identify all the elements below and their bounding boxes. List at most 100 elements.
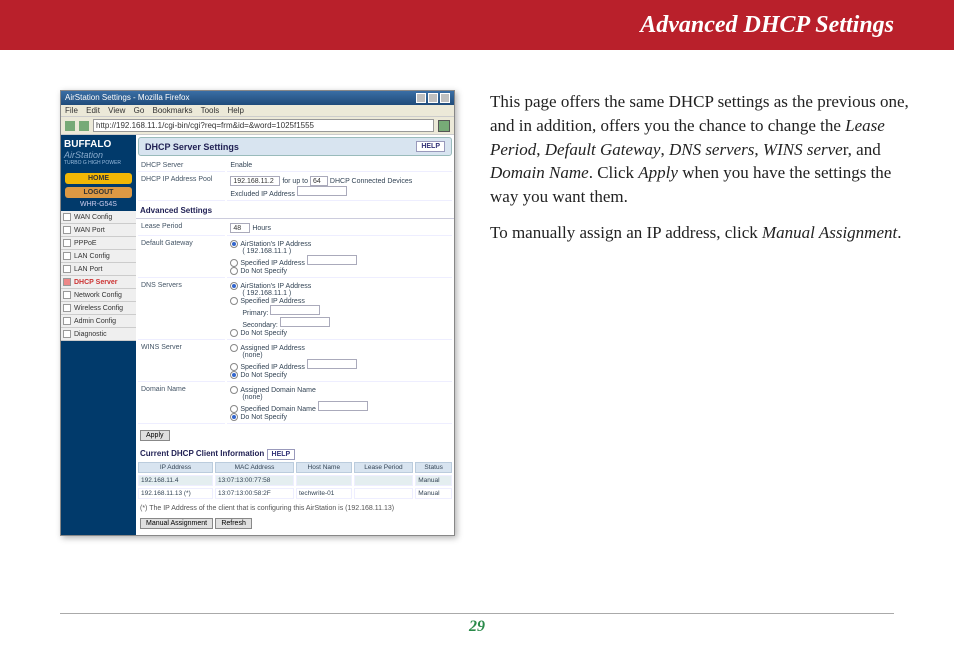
menu-file[interactable]: File <box>65 106 78 115</box>
table-row: 192.168.11.13 (*) 13:07:13:00:58:2F tech… <box>138 488 452 499</box>
maximize-icon[interactable] <box>428 93 438 103</box>
panel-title-text: DHCP Server Settings <box>145 142 239 152</box>
window-titlebar: AirStation Settings - Mozilla Firefox <box>61 91 454 105</box>
back-icon[interactable] <box>65 121 75 131</box>
gw-radio-none[interactable] <box>230 267 238 275</box>
page-title: Advanced DHCP Settings <box>640 12 894 39</box>
clients-buttons: Manual Assignment Refresh <box>136 516 454 535</box>
address-bar: http://192.168.11.1/cgi-bin/cgi?req=frm&… <box>61 116 454 135</box>
browser-window: AirStation Settings - Mozilla Firefox Fi… <box>60 90 455 536</box>
content: AirStation Settings - Mozilla Firefox Fi… <box>0 50 954 536</box>
sidebar-item-diag[interactable]: Diagnostic <box>61 328 136 341</box>
footer: 29 <box>60 613 894 636</box>
domain-radio-assigned[interactable] <box>230 386 238 394</box>
menu-tools[interactable]: Tools <box>201 106 220 115</box>
table-row: 192.168.11.4 13:07:13:00:77:58 Manual <box>138 475 452 486</box>
sidebar-item-lanport[interactable]: LAN Port <box>61 263 136 276</box>
window-title: AirStation Settings - Mozilla Firefox <box>65 93 190 103</box>
col-ip: IP Address <box>138 462 213 473</box>
pool-ip-input[interactable]: 192.168.11.2 <box>230 176 280 186</box>
clients-table: IP Address MAC Address Host Name Lease P… <box>136 460 454 501</box>
lease-label: Lease Period <box>138 221 225 236</box>
wins-radio-none[interactable] <box>230 371 238 379</box>
wins-ip-input[interactable] <box>307 359 357 369</box>
main-panel: DHCP Server Settings HELP DHCP Server En… <box>136 135 454 535</box>
reload-icon[interactable] <box>79 121 89 131</box>
body-text: This page offers the same DHCP settings … <box>490 90 914 536</box>
brand-name: BUFFALO <box>64 139 133 150</box>
menu-go[interactable]: Go <box>134 106 145 115</box>
wins-radio-specified[interactable] <box>230 363 238 371</box>
sidebar-item-wan[interactable]: WAN Config <box>61 211 136 224</box>
menu-view[interactable]: View <box>108 106 125 115</box>
sidebar-item-dhcp[interactable]: DHCP Server <box>61 276 136 289</box>
nav-box: WAN Config WAN Port PPPoE LAN Config LAN… <box>61 211 136 341</box>
gw-radio-airstation[interactable] <box>230 240 238 248</box>
config-table: DHCP Server Enable DHCP IP Address Pool … <box>136 158 454 203</box>
sidebar-item-network[interactable]: Network Config <box>61 289 136 302</box>
sidebar-item-wanport[interactable]: WAN Port <box>61 224 136 237</box>
sidebar-item-wireless[interactable]: Wireless Config <box>61 302 136 315</box>
dns-radio-none[interactable] <box>230 329 238 337</box>
pool-value: 192.168.11.2 for up to 64 DHCP Connected… <box>227 174 452 201</box>
brand-product: AirStation <box>64 150 133 160</box>
url-input[interactable]: http://192.168.11.1/cgi-bin/cgi?req=frm&… <box>93 119 434 132</box>
dns-label: DNS Servers <box>138 280 225 340</box>
dns-secondary-input[interactable] <box>280 317 330 327</box>
panel-title: DHCP Server Settings HELP <box>138 137 452 156</box>
refresh-button[interactable]: Refresh <box>215 518 252 529</box>
domain-label: Domain Name <box>138 384 225 424</box>
pool-count-input[interactable]: 64 <box>310 176 328 186</box>
page-body: BUFFALO AirStation TURBO G HIGH POWER HO… <box>61 135 454 535</box>
gateway-label: Default Gateway <box>138 238 225 278</box>
brand: BUFFALO AirStation TURBO G HIGH POWER <box>61 135 136 170</box>
paragraph-1: This page offers the same DHCP settings … <box>490 90 914 209</box>
window-controls <box>416 93 450 103</box>
model-label: WHR-G54S <box>61 201 136 208</box>
menu-help[interactable]: Help <box>228 106 244 115</box>
dhcp-server-value: Enable <box>227 160 452 172</box>
menu-bar: File Edit View Go Bookmarks Tools Help <box>61 105 454 116</box>
manual-assignment-button[interactable]: Manual Assignment <box>140 518 213 529</box>
menu-bookmarks[interactable]: Bookmarks <box>153 106 193 115</box>
sidebar: BUFFALO AirStation TURBO G HIGH POWER HO… <box>61 135 136 535</box>
screenshot-column: AirStation Settings - Mozilla Firefox Fi… <box>60 90 460 536</box>
close-icon[interactable] <box>440 93 450 103</box>
minimize-icon[interactable] <box>416 93 426 103</box>
brand-tag: TURBO G HIGH POWER <box>64 160 133 166</box>
advanced-header: Advanced Settings <box>136 203 454 219</box>
home-button[interactable]: HOME <box>65 173 132 184</box>
help-button[interactable]: HELP <box>416 141 445 152</box>
col-status: Status <box>415 462 452 473</box>
advanced-table: Lease Period 48 Hours Default Gateway Ai… <box>136 219 454 426</box>
menu-edit[interactable]: Edit <box>86 106 100 115</box>
paragraph-2: To manually assign an IP address, click … <box>490 221 914 245</box>
header-bar: Advanced DHCP Settings <box>0 0 954 50</box>
lease-input[interactable]: 48 <box>230 223 250 233</box>
col-host: Host Name <box>296 462 352 473</box>
domain-input[interactable] <box>318 401 368 411</box>
dhcp-server-label: DHCP Server <box>138 160 225 172</box>
dns-primary-input[interactable] <box>270 305 320 315</box>
clients-help-button[interactable]: HELP <box>267 449 296 460</box>
excluded-input[interactable] <box>297 186 347 196</box>
sidebar-item-admin[interactable]: Admin Config <box>61 315 136 328</box>
apply-button[interactable]: Apply <box>140 430 170 441</box>
sidebar-item-pppoe[interactable]: PPPoE <box>61 237 136 250</box>
col-mac: MAC Address <box>215 462 294 473</box>
gw-ip-input[interactable] <box>307 255 357 265</box>
domain-radio-specified[interactable] <box>230 405 238 413</box>
dns-radio-specified[interactable] <box>230 297 238 305</box>
gw-radio-specified[interactable] <box>230 259 238 267</box>
clients-footnote: (*) The IP Address of the client that is… <box>136 501 454 516</box>
go-icon[interactable] <box>438 120 450 132</box>
sidebar-item-lan[interactable]: LAN Config <box>61 250 136 263</box>
col-lease: Lease Period <box>354 462 414 473</box>
clients-header: Current DHCP Client Information HELP <box>136 445 454 460</box>
wins-radio-assigned[interactable] <box>230 344 238 352</box>
wins-label: WINS Server <box>138 342 225 382</box>
logout-button[interactable]: LOGOUT <box>65 187 132 198</box>
dns-radio-airstation[interactable] <box>230 282 238 290</box>
page-number: 29 <box>469 618 485 635</box>
domain-radio-none[interactable] <box>230 413 238 421</box>
